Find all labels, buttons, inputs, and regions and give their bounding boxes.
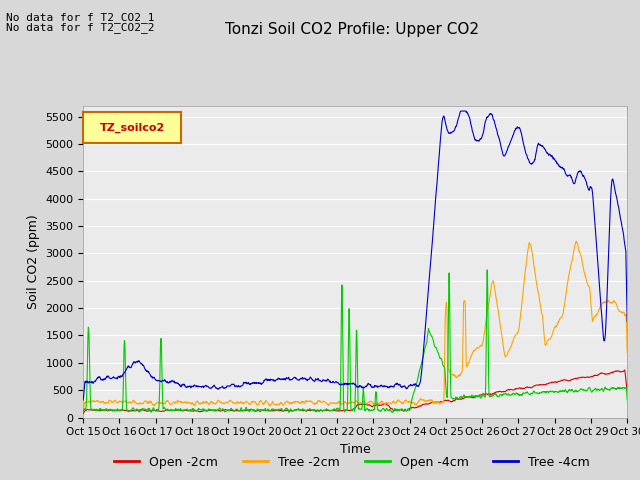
Text: Tonzi Soil CO2 Profile: Upper CO2: Tonzi Soil CO2 Profile: Upper CO2 bbox=[225, 22, 479, 36]
Text: No data for f T2_CO2_1: No data for f T2_CO2_1 bbox=[6, 12, 155, 23]
Text: No data for f T2_CO2_2: No data for f T2_CO2_2 bbox=[6, 22, 155, 33]
Y-axis label: Soil CO2 (ppm): Soil CO2 (ppm) bbox=[27, 214, 40, 309]
X-axis label: Time: Time bbox=[340, 443, 371, 456]
Legend: Open -2cm, Tree -2cm, Open -4cm, Tree -4cm: Open -2cm, Tree -2cm, Open -4cm, Tree -4… bbox=[109, 451, 595, 474]
